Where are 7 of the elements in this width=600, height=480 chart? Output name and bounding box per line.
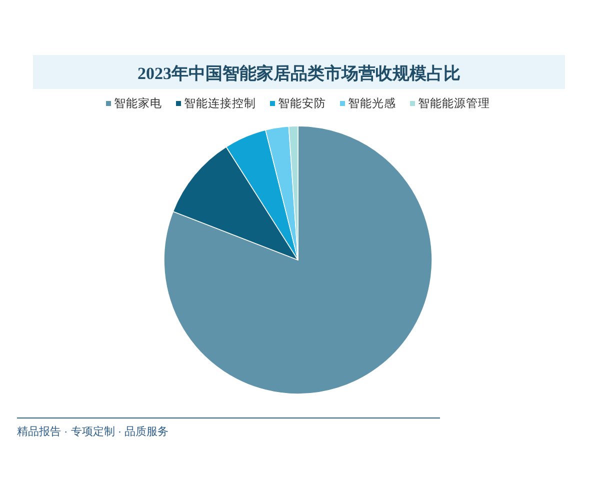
legend-label: 智能光感 xyxy=(348,97,396,110)
legend-label: 智能连接控制 xyxy=(184,96,256,110)
legend-label: 智能能源管理 xyxy=(418,97,490,110)
legend-label: 智能安防 xyxy=(278,96,326,110)
text: 精品报告 · 专项定制 · 品质服务 xyxy=(17,425,169,438)
chart-title: 2023年中国智能家居品类市场营收规模占比 xyxy=(138,64,460,83)
legend-label: 智能家电 xyxy=(114,96,162,110)
